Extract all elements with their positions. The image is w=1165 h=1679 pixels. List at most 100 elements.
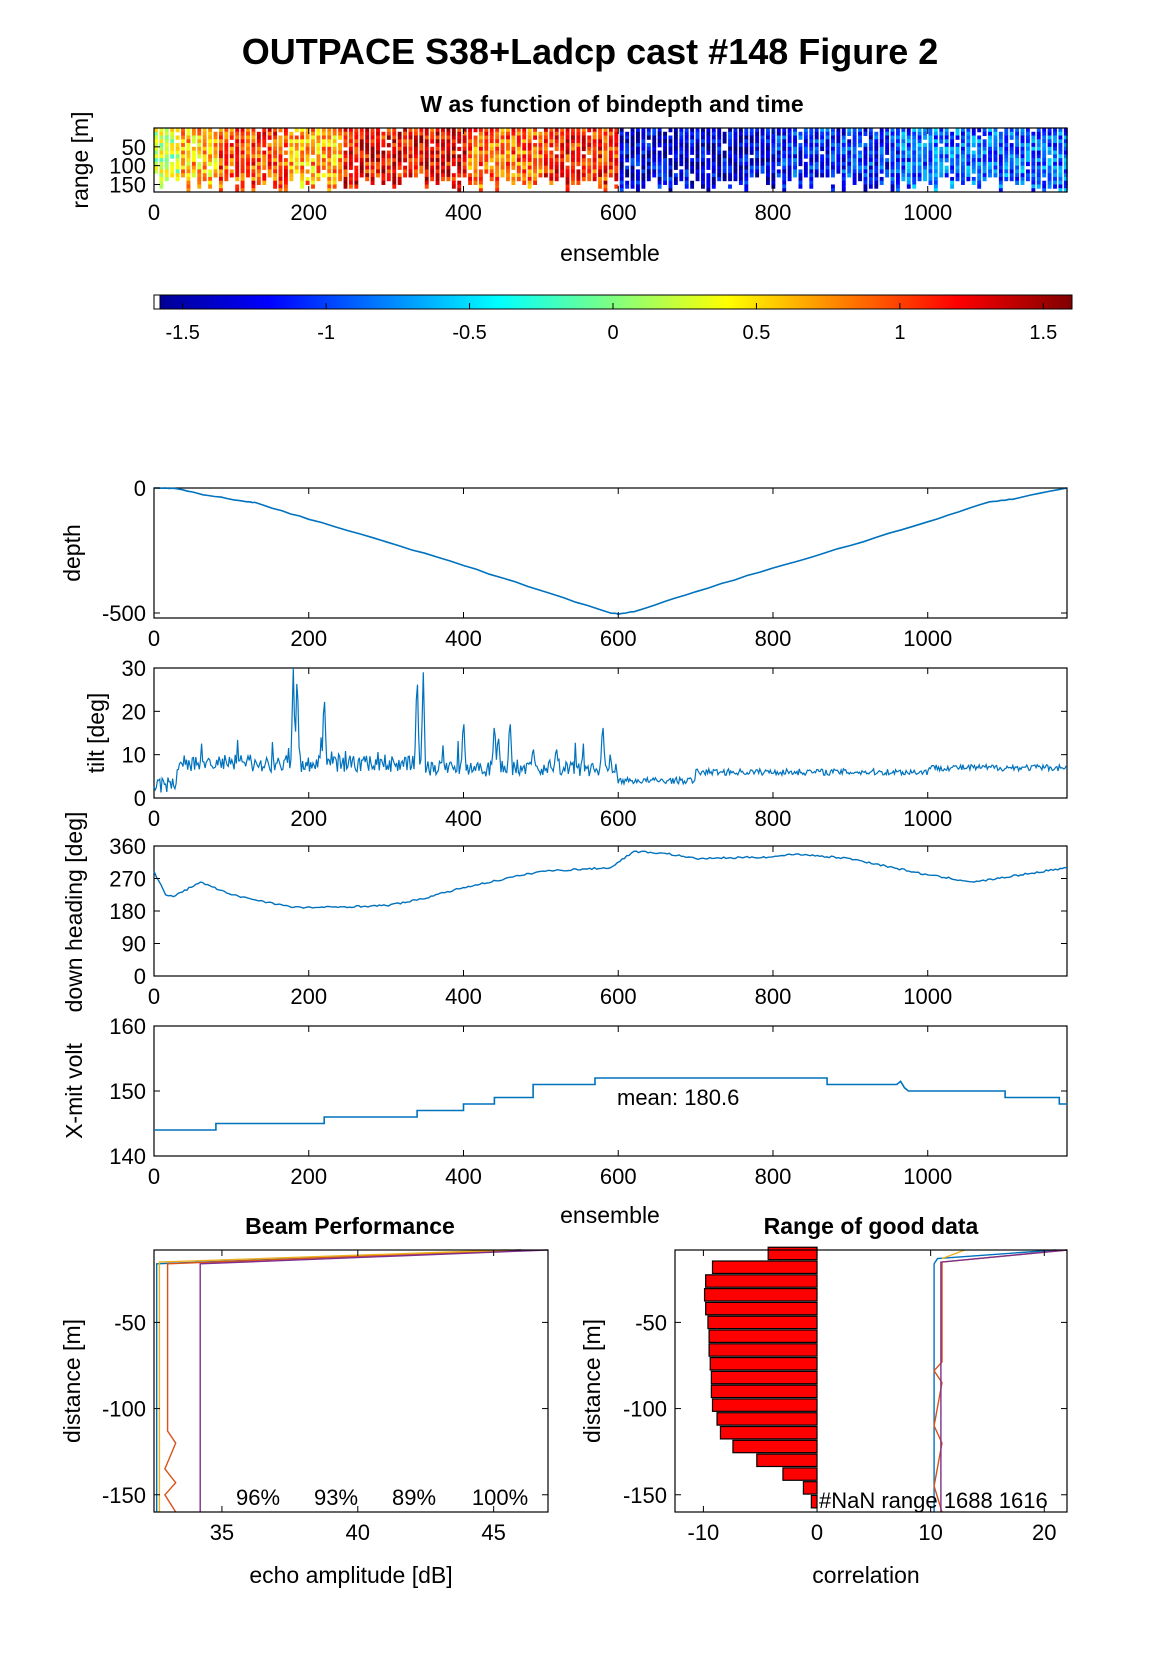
heatmap-cell bbox=[473, 135, 478, 140]
heatmap-cell bbox=[571, 131, 575, 137]
heatmap-cell bbox=[1053, 161, 1057, 167]
heatmap-cell bbox=[527, 165, 532, 170]
heatmap-cell bbox=[928, 165, 933, 170]
heatmap-cell bbox=[868, 169, 873, 174]
heatmap-cell bbox=[197, 173, 202, 178]
heatmap-cell bbox=[993, 169, 998, 174]
heatmap-cell bbox=[657, 154, 662, 159]
heatmap-cell bbox=[749, 131, 754, 137]
heatmap-cell bbox=[1020, 173, 1025, 178]
heatmap-cell bbox=[1058, 146, 1063, 152]
heatmap-cell bbox=[451, 146, 456, 152]
heatmap-cell bbox=[273, 146, 278, 152]
voltage-ylabel: X-mit volt bbox=[61, 1042, 87, 1138]
heatmap-cell bbox=[218, 128, 223, 133]
heatmap-cell bbox=[809, 158, 814, 163]
heatmap-cell bbox=[928, 176, 933, 182]
range-axes-frame bbox=[674, 1249, 1068, 1513]
heatmap-cell bbox=[370, 128, 375, 133]
heatmap-cell bbox=[1047, 158, 1052, 163]
heatmap-cell bbox=[960, 131, 965, 137]
heatmap-cell bbox=[457, 180, 462, 185]
heatmap-cell bbox=[1058, 184, 1063, 189]
heatmap-cell bbox=[516, 150, 521, 155]
heatmap-cell bbox=[1031, 180, 1036, 185]
heatmap-cell bbox=[906, 143, 911, 148]
heatmap-cell bbox=[831, 154, 835, 159]
heatmap-cell bbox=[1063, 139, 1068, 144]
heatmap-cell bbox=[760, 128, 765, 133]
heatmap-cell bbox=[522, 176, 527, 182]
heatmap-cell bbox=[625, 180, 630, 185]
heatmap-cell bbox=[516, 135, 521, 140]
heatmap-cell bbox=[262, 173, 267, 178]
heatmap-cell bbox=[695, 128, 700, 133]
heatmap-cell bbox=[690, 158, 695, 163]
heatmap-cell bbox=[1042, 131, 1047, 137]
heatmap-cell bbox=[424, 131, 429, 137]
w-heatmap-ylabel: range [m] bbox=[67, 111, 93, 208]
heatmap-cell bbox=[923, 128, 927, 133]
heatmap-cell bbox=[197, 154, 202, 159]
heatmap-cell bbox=[581, 139, 586, 144]
heatmap-cell bbox=[576, 128, 581, 133]
heatmap-cell bbox=[451, 150, 456, 155]
heatmap-cell bbox=[273, 143, 278, 148]
heatmap-cell bbox=[831, 146, 835, 152]
heatmap-cell bbox=[370, 161, 375, 167]
heatmap-cell bbox=[587, 176, 592, 182]
heatmap-cell bbox=[376, 161, 380, 167]
tilt-series-line bbox=[153, 667, 1067, 793]
heatmap-cell bbox=[516, 176, 521, 182]
heatmap-cell bbox=[982, 154, 987, 159]
heatmap-cell bbox=[462, 139, 467, 144]
depth-yticks: 0-500 bbox=[102, 476, 1067, 626]
heatmap-cell bbox=[424, 161, 429, 167]
heatmap-cell bbox=[706, 165, 711, 170]
heatmap-cell bbox=[771, 161, 776, 167]
heatmap-cell bbox=[820, 154, 825, 159]
heading-y-tick-label: 90 bbox=[122, 932, 146, 957]
heatmap-cell bbox=[755, 150, 760, 155]
heatmap-cell bbox=[202, 143, 207, 148]
heatmap-cell bbox=[500, 146, 505, 152]
heatmap-cell bbox=[657, 161, 662, 167]
heatmap-cell bbox=[587, 165, 592, 170]
heatmap-cell bbox=[1036, 146, 1041, 152]
heatmap-cell bbox=[1015, 146, 1020, 152]
range-bar bbox=[802, 1481, 818, 1495]
heatmap-cell bbox=[300, 128, 305, 133]
heatmap-cell bbox=[663, 146, 667, 152]
heatmap-cell bbox=[1004, 139, 1009, 144]
heatmap-cell bbox=[283, 139, 288, 144]
heatmap-cell bbox=[836, 161, 841, 167]
heatmap-cell bbox=[825, 146, 830, 152]
heatmap-cell bbox=[392, 158, 397, 163]
heatmap-cell bbox=[419, 158, 424, 163]
heatmap-cell bbox=[478, 169, 483, 174]
heatmap-cell bbox=[451, 180, 456, 185]
heatmap-cell bbox=[706, 128, 711, 133]
heatmap-cell bbox=[181, 143, 185, 148]
heatmap-cell bbox=[527, 154, 532, 159]
heatmap-cell bbox=[863, 180, 868, 185]
heatmap-cell bbox=[430, 154, 435, 159]
heatmap-cell bbox=[782, 139, 787, 144]
heatmap-cell bbox=[814, 161, 819, 167]
heatmap-cell bbox=[944, 150, 949, 155]
heatmap-cell bbox=[473, 169, 478, 174]
heatmap-cell bbox=[560, 143, 565, 148]
heatmap-cell bbox=[300, 173, 305, 178]
heatmap-cell bbox=[424, 135, 429, 140]
heatmap-cell bbox=[885, 146, 890, 152]
heatmap-cell bbox=[717, 176, 722, 182]
heatmap-cell bbox=[246, 135, 250, 140]
heatmap-cell bbox=[343, 139, 348, 144]
heatmap-cell bbox=[738, 176, 743, 182]
heatmap-cell bbox=[191, 154, 196, 159]
heatmap-cell bbox=[993, 128, 998, 133]
heatmap-cell bbox=[468, 143, 473, 148]
heatmap-cell bbox=[267, 131, 272, 137]
heatmap-cell bbox=[327, 158, 332, 163]
